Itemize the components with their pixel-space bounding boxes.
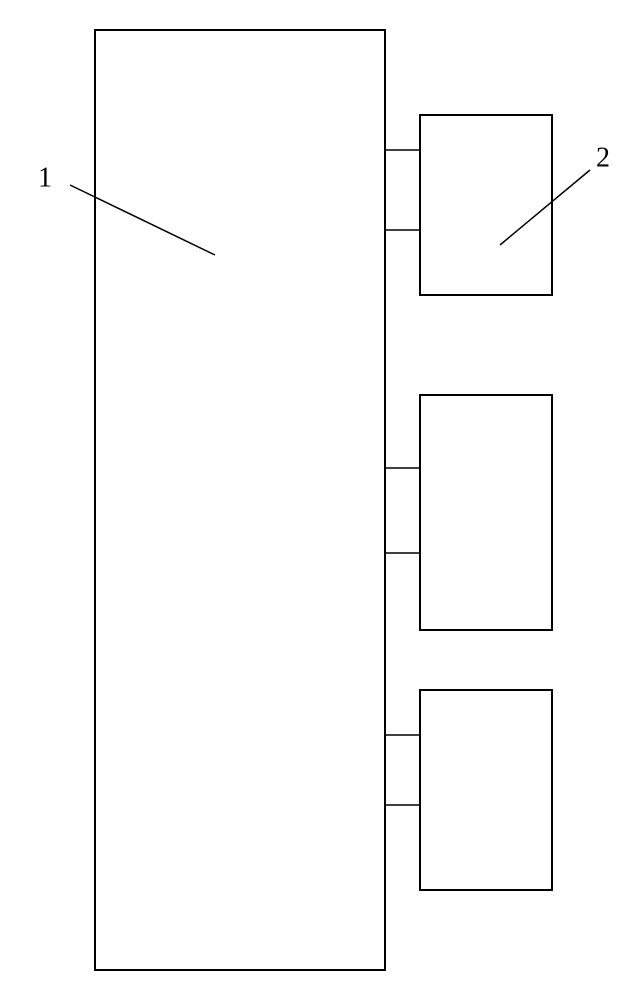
label-1: 1 <box>38 162 52 193</box>
label-2: 2 <box>596 142 610 173</box>
technical-diagram: 12 <box>0 0 639 1000</box>
